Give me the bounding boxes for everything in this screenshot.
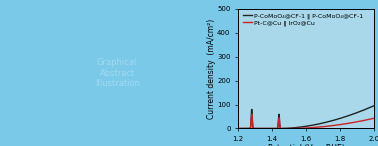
Text: Graphical
Abstract
Illustration: Graphical Abstract Illustration <box>94 58 140 88</box>
Legend: P-CoMoO₄@CF-1 ‖ P-CoMoO₄@CF-1, Pt-C@Cu ‖ IrO₂@Cu: P-CoMoO₄@CF-1 ‖ P-CoMoO₄@CF-1, Pt-C@Cu ‖… <box>241 12 365 27</box>
X-axis label: Potential (V vs RHE): Potential (V vs RHE) <box>268 144 345 146</box>
Y-axis label: Current density  (mA/cm²): Current density (mA/cm²) <box>207 19 215 119</box>
